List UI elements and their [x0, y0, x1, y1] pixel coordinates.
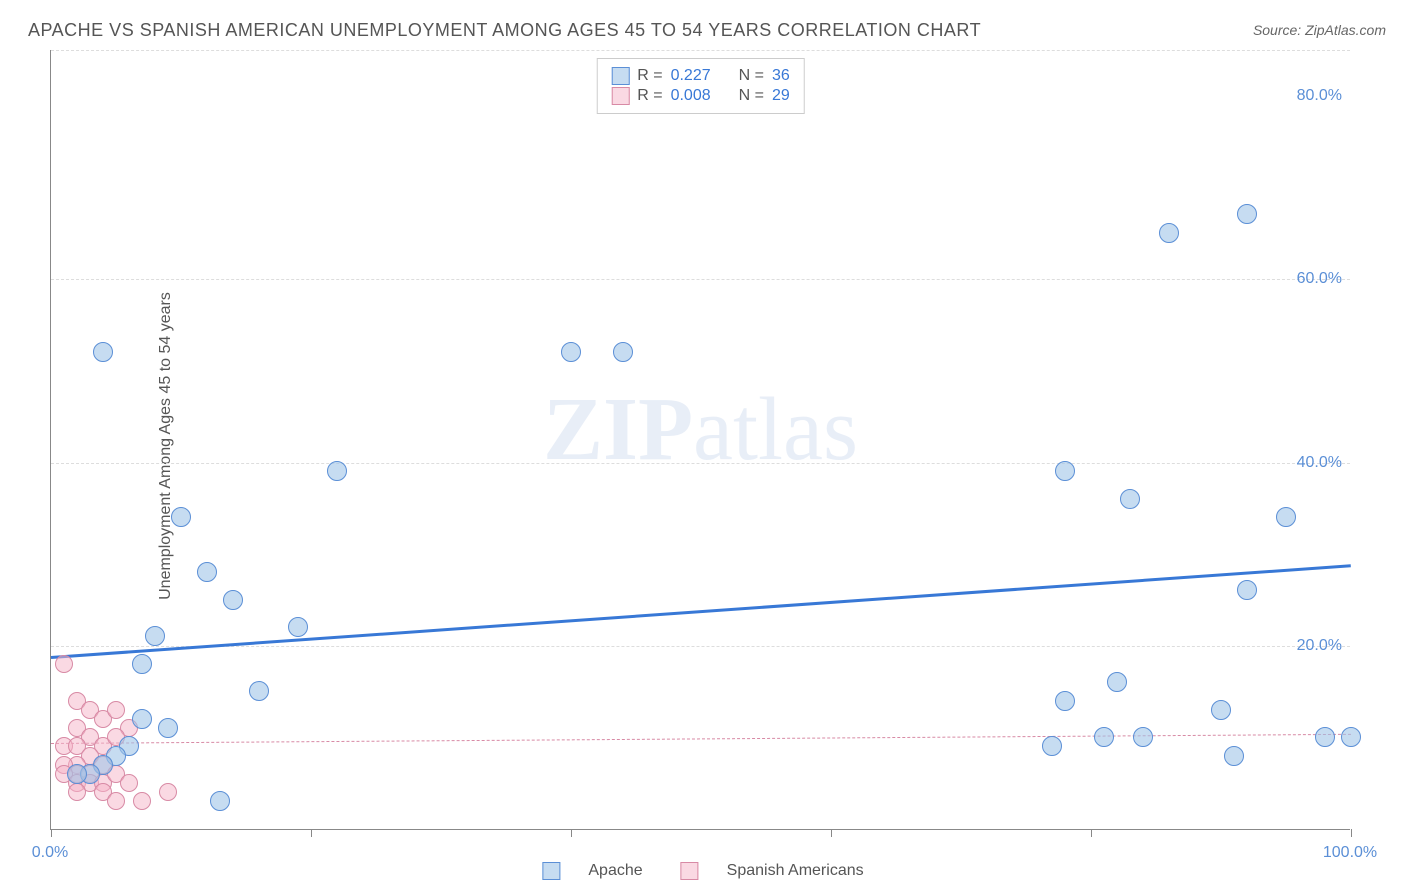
data-point: [93, 342, 113, 362]
data-point: [327, 461, 347, 481]
data-point: [223, 590, 243, 610]
stat-r-blue: 0.227: [671, 67, 711, 85]
data-point: [197, 562, 217, 582]
legend-swatch-pink-icon: [681, 862, 699, 880]
bottom-legend: Apache Spanish Americans: [542, 862, 863, 880]
regression-line: [51, 564, 1351, 659]
data-point: [1237, 204, 1257, 224]
watermark: ZIPatlas: [543, 378, 858, 481]
y-tick-label: 20.0%: [1297, 637, 1342, 655]
source-attribution: Source: ZipAtlas.com: [1253, 22, 1386, 38]
data-point: [68, 783, 86, 801]
data-point: [1055, 461, 1075, 481]
regression-line: [51, 734, 1351, 744]
stat-r-label: R =: [637, 87, 662, 105]
data-point: [132, 654, 152, 674]
swatch-pink-icon: [611, 87, 629, 105]
y-tick-label: 60.0%: [1297, 270, 1342, 288]
y-tick-label: 80.0%: [1297, 87, 1342, 105]
data-point: [133, 792, 151, 810]
x-tick: [831, 829, 832, 837]
x-tick-label: 100.0%: [1323, 844, 1377, 862]
data-point: [1042, 736, 1062, 756]
x-tick: [311, 829, 312, 837]
data-point: [107, 792, 125, 810]
data-point: [1224, 746, 1244, 766]
x-tick: [51, 829, 52, 837]
stats-legend-box: R = 0.227 N = 36 R = 0.008 N = 29: [596, 58, 805, 114]
data-point: [107, 701, 125, 719]
data-point: [55, 655, 73, 673]
data-point: [1159, 223, 1179, 243]
x-tick: [1091, 829, 1092, 837]
stat-r-pink: 0.008: [671, 87, 711, 105]
data-point: [67, 764, 87, 784]
data-point: [249, 681, 269, 701]
plot-area: ZIPatlas R = 0.227 N = 36 R = 0.008 N = …: [50, 50, 1350, 830]
data-point: [132, 709, 152, 729]
stat-n-pink: 29: [772, 87, 790, 105]
y-tick-label: 40.0%: [1297, 454, 1342, 472]
x-tick: [571, 829, 572, 837]
data-point: [1107, 672, 1127, 692]
data-point: [1094, 727, 1114, 747]
stat-r-label: R =: [637, 67, 662, 85]
stat-n-blue: 36: [772, 67, 790, 85]
data-point: [1211, 700, 1231, 720]
legend-label-apache: Apache: [588, 862, 642, 880]
gridline: [51, 646, 1350, 647]
gridline: [51, 463, 1350, 464]
data-point: [1276, 507, 1296, 527]
data-point: [1120, 489, 1140, 509]
data-point: [1341, 727, 1361, 747]
legend-label-spanish: Spanish Americans: [727, 862, 864, 880]
data-point: [1237, 580, 1257, 600]
data-point: [158, 718, 178, 738]
data-point: [613, 342, 633, 362]
stats-row-blue: R = 0.227 N = 36: [611, 67, 790, 85]
data-point: [210, 791, 230, 811]
data-point: [1133, 727, 1153, 747]
swatch-blue-icon: [611, 67, 629, 85]
stat-n-label: N =: [739, 87, 764, 105]
stat-n-label: N =: [739, 67, 764, 85]
gridline: [51, 50, 1350, 51]
data-point: [145, 626, 165, 646]
data-point: [561, 342, 581, 362]
data-point: [1055, 691, 1075, 711]
chart-title: APACHE VS SPANISH AMERICAN UNEMPLOYMENT …: [28, 20, 981, 41]
x-tick: [1351, 829, 1352, 837]
gridline: [51, 279, 1350, 280]
stats-row-pink: R = 0.008 N = 29: [611, 87, 790, 105]
x-tick-label: 0.0%: [32, 844, 68, 862]
legend-swatch-blue-icon: [542, 862, 560, 880]
data-point: [1315, 727, 1335, 747]
data-point: [288, 617, 308, 637]
data-point: [159, 783, 177, 801]
data-point: [120, 774, 138, 792]
data-point: [171, 507, 191, 527]
